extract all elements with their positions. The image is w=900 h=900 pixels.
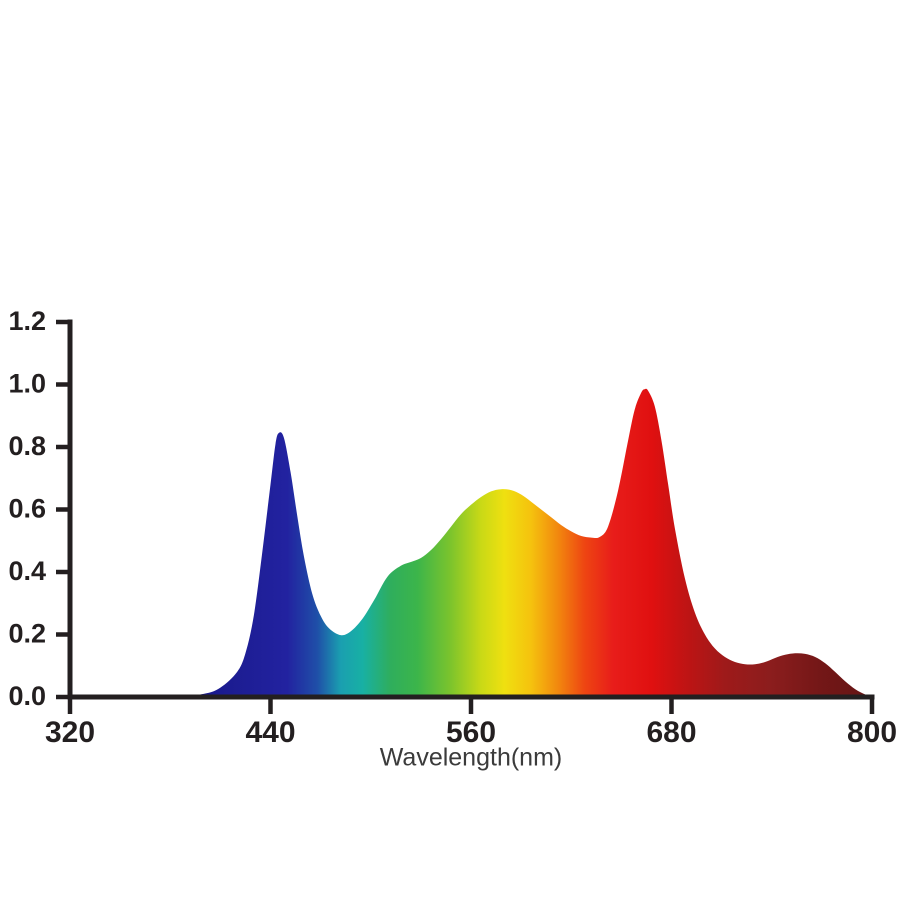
y-tick-label: 0.2 — [8, 619, 46, 649]
x-tick-label: 680 — [646, 716, 696, 749]
y-axis-ticks: 0.0 0.2 0.4 0.6 0.8 1.0 1.2 — [8, 306, 70, 711]
y-tick-label: 0.4 — [8, 556, 46, 586]
x-axis-title: Wavelength(nm) — [380, 744, 562, 772]
x-tick-label: 440 — [245, 716, 295, 749]
y-tick-label: 0.0 — [8, 681, 46, 711]
x-tick-label: 560 — [446, 716, 496, 749]
x-tick-label: 320 — [45, 716, 95, 749]
y-tick-label: 1.2 — [8, 306, 46, 336]
y-tick-label: 0.8 — [8, 431, 46, 461]
x-tick-label: 800 — [847, 716, 897, 749]
y-tick-label: 1.0 — [8, 369, 46, 399]
spectrum-area-curve — [70, 388, 872, 698]
y-tick-label: 0.6 — [8, 494, 46, 524]
x-axis-ticks: 320 440 560 680 800 — [45, 697, 897, 749]
